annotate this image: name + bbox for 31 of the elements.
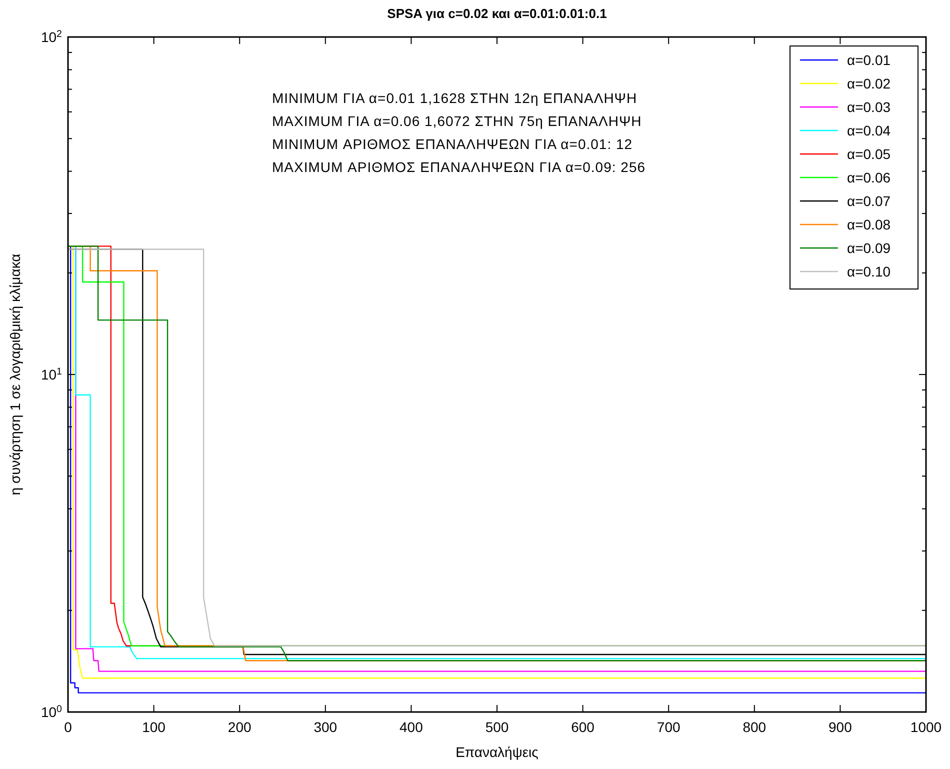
legend-label: α=0.07: [847, 193, 891, 209]
legend-label: α=0.01: [847, 52, 891, 68]
x-tick-label: 900: [828, 719, 852, 735]
x-tick-label: 200: [228, 719, 252, 735]
legend-label: α=0.10: [847, 264, 891, 280]
legend-label: α=0.04: [847, 122, 891, 138]
chart-title: SPSA για c=0.02 και α=0.01:0.01:0.1: [387, 6, 607, 21]
legend-label: α=0.06: [847, 170, 891, 186]
legend-label: α=0.08: [847, 216, 891, 232]
legend-label: α=0.03: [847, 99, 891, 115]
annotation: MAXIMUM ΓΙΑ α=0.06 1,6072 ΣΤΗΝ 75η ΕΠΑΝΑΛΗΨΗ: [272, 113, 642, 129]
x-tick-label: 100: [142, 719, 166, 735]
y-tick-label: 10$^{0}$: [40, 704, 63, 720]
annotation: MINIMUM ΑΡΙΘΜΟΣ ΕΠΑΝΑΛΗΨΕΩΝ ΓΙΑ α=0.01: 12: [272, 136, 633, 152]
x-tick-label: 600: [571, 719, 595, 735]
x-tick-label: 400: [400, 719, 424, 735]
x-tick-label: 800: [742, 719, 766, 735]
x-tick-label: 300: [314, 719, 338, 735]
x-axis-title: Επαναλήψεις: [456, 744, 539, 760]
x-tick-label: 1000: [910, 719, 942, 735]
legend-label: α=0.09: [847, 240, 891, 256]
legend-label: α=0.05: [847, 146, 891, 162]
y-tick-label: 10$^{1}$: [40, 366, 62, 382]
y-tick-label: 10$^{2}$: [40, 28, 62, 45]
x-tick-label: 500: [485, 719, 509, 735]
x-tick-label: 0: [64, 719, 72, 735]
y-axis-title: η συνάρτηση 1 σε λογαριθμική κλίμακα: [7, 254, 23, 496]
legend-label: α=0.02: [847, 76, 891, 92]
annotation: MAXIMUM ΑΡΙΘΜΟΣ ΕΠΑΝΑΛΗΨΕΩΝ ΓΙΑ α=0.09: 256: [272, 159, 646, 175]
annotation: MINIMUM ΓΙΑ α=0.01 1,1628 ΣΤΗΝ 12η ΕΠΑΝΑΛΗΨΗ: [272, 90, 638, 106]
x-tick-label: 700: [656, 719, 680, 735]
